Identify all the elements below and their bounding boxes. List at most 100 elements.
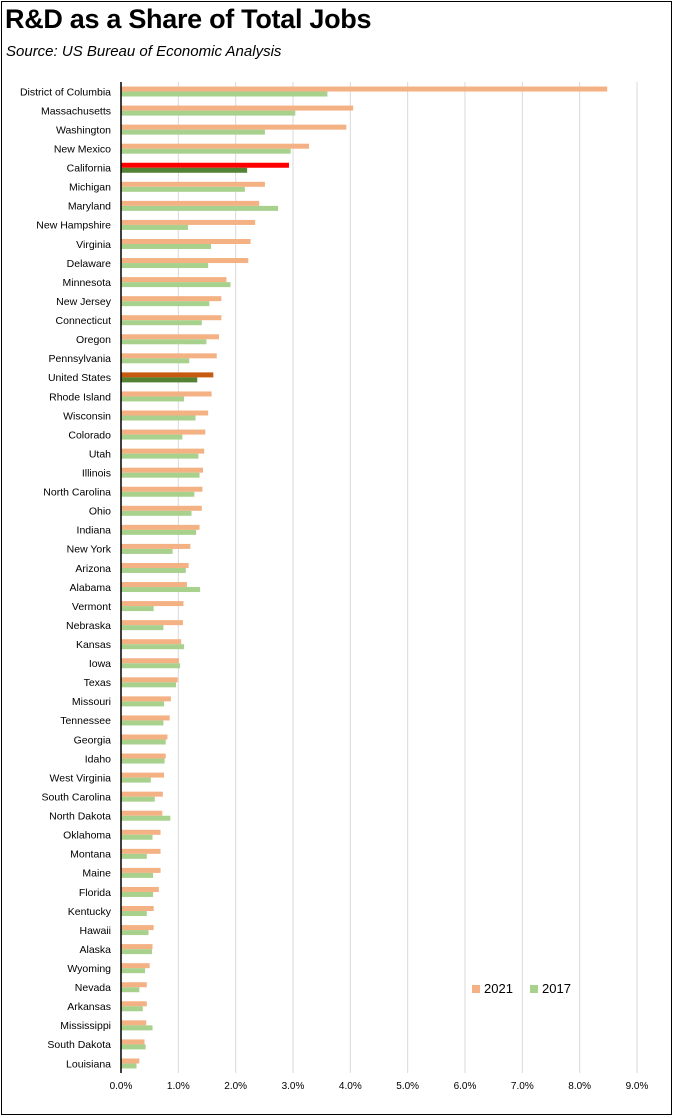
category-label: Virginia: [76, 239, 111, 251]
bar-2021: [121, 543, 191, 549]
bar-2021: [121, 963, 150, 969]
bar-2017: [121, 243, 212, 249]
bar-2021: [121, 372, 214, 378]
bar-2021: [121, 925, 154, 931]
bar-2021: [121, 810, 163, 816]
category-label: Nevada: [75, 982, 111, 994]
bar-2017: [121, 968, 146, 974]
category-label: District of Columbia: [20, 86, 111, 98]
category-label: Missouri: [72, 696, 111, 708]
category-label: Arizona: [75, 563, 111, 575]
bar-2017: [121, 510, 192, 516]
bar-2017: [121, 167, 248, 173]
category-label: Texas: [84, 677, 111, 689]
bar-2017: [121, 148, 291, 154]
bar-2017: [121, 682, 177, 688]
category-label: Nebraska: [66, 620, 111, 632]
bar-2021: [121, 315, 222, 321]
category-label: Alabama: [70, 582, 112, 594]
bar-2021: [121, 715, 170, 721]
bar-2021: [121, 162, 289, 168]
bar-2017: [121, 205, 279, 211]
category-label: United States: [48, 372, 111, 384]
bar-2021: [121, 791, 163, 797]
category-label: Minnesota: [63, 277, 112, 289]
category-label: Florida: [79, 887, 111, 899]
bar-2017: [121, 396, 185, 402]
bar-2021: [121, 353, 217, 359]
category-label: Maine: [82, 868, 111, 880]
bar-2017: [121, 491, 195, 497]
bar-2017: [121, 796, 155, 802]
bar-2021: [121, 486, 203, 492]
bar-2017: [121, 529, 197, 535]
legend-label-2021: 2021: [484, 981, 513, 996]
x-tick-label: 9.0%: [626, 1081, 649, 1092]
bar-2021: [121, 867, 161, 873]
bar-2017: [121, 644, 185, 650]
category-label: Oregon: [76, 334, 111, 346]
bar-2017: [121, 339, 207, 345]
category-label: New York: [67, 544, 112, 556]
category-label: California: [67, 163, 112, 175]
x-tick-label: 2.0%: [224, 1081, 247, 1092]
bar-2017: [121, 1063, 137, 1069]
chart-subtitle: Source: US Bureau of Economic Analysis: [6, 43, 282, 60]
category-label: South Carolina: [42, 791, 112, 803]
x-tick-label: 7.0%: [511, 1081, 534, 1092]
bar-2017: [121, 701, 164, 707]
legend: 2021 2017: [472, 981, 571, 996]
category-label: North Carolina: [43, 487, 111, 499]
bar-2017: [121, 872, 154, 878]
category-label: Arkansas: [67, 1001, 111, 1013]
bar-2017: [121, 930, 149, 936]
bar-2017: [121, 224, 189, 230]
legend-swatch-2021: [472, 985, 480, 993]
x-tick-label: 1.0%: [167, 1081, 190, 1092]
bar-2017: [121, 282, 231, 288]
category-label: Illinois: [82, 467, 111, 479]
bar-2021: [121, 296, 222, 302]
x-tick-label: 5.0%: [396, 1081, 419, 1092]
category-label: Wisconsin: [63, 410, 111, 422]
bar-2021: [121, 143, 310, 149]
bar-2021: [121, 1058, 140, 1064]
category-label: Colorado: [68, 429, 111, 441]
bar-2021: [121, 200, 260, 206]
category-label: Connecticut: [56, 315, 112, 327]
category-label: Tennessee: [60, 715, 111, 727]
bar-2017: [121, 548, 173, 554]
bar-2017: [121, 720, 164, 726]
bar-2017: [121, 567, 186, 573]
category-label: Ohio: [89, 506, 111, 518]
bar-2017: [121, 91, 328, 97]
category-label: Wyoming: [67, 963, 111, 975]
bar-2021: [121, 906, 154, 912]
legend-swatch-2017: [530, 985, 538, 993]
bar-2017: [121, 1025, 153, 1031]
category-label: Kentucky: [68, 906, 112, 918]
category-label: Alaska: [79, 944, 111, 956]
bar-2017: [121, 1006, 143, 1012]
category-label: Montana: [70, 849, 111, 861]
bar-2021: [121, 753, 166, 759]
bar-2021: [121, 601, 184, 607]
bar-2017: [121, 758, 165, 764]
bar-2021: [121, 772, 164, 778]
category-label: New Hampshire: [36, 220, 111, 232]
bar-2017: [121, 358, 190, 364]
bar-2021: [121, 734, 168, 740]
category-label: New Jersey: [56, 296, 112, 308]
x-tick-label: 0.0%: [110, 1081, 133, 1092]
bar-2021: [121, 467, 203, 473]
category-label: Massachusetts: [41, 105, 111, 117]
bar-2021: [121, 448, 205, 454]
bar-2017: [121, 911, 147, 917]
bar-2017: [121, 815, 171, 821]
category-label: Kansas: [76, 639, 111, 651]
category-label: Iowa: [89, 658, 111, 670]
bar-2017: [121, 891, 154, 897]
bar-2017: [121, 1044, 146, 1050]
bar-2017: [121, 777, 151, 783]
